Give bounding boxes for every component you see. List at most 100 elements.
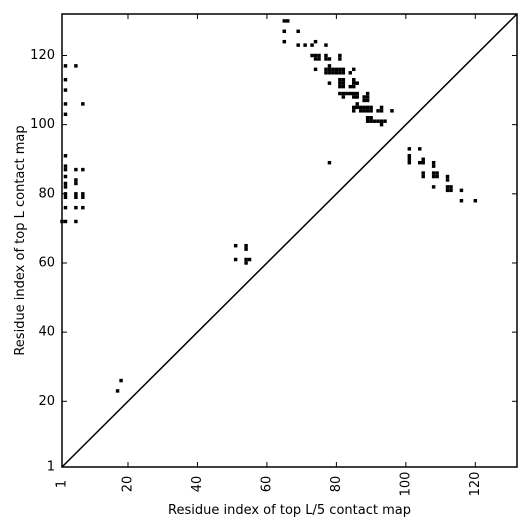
- contact-point: [345, 91, 349, 96]
- contact-point: [355, 95, 359, 99]
- contact-point: [431, 174, 436, 179]
- contact-point: [334, 67, 339, 72]
- y-tick-label: 80: [38, 186, 55, 201]
- contact-point: [81, 205, 85, 210]
- contact-point: [324, 57, 328, 61]
- contact-point: [296, 29, 300, 34]
- contact-point: [431, 171, 436, 175]
- contact-point: [233, 243, 238, 248]
- contact-point: [355, 81, 359, 85]
- contact-point: [365, 98, 370, 103]
- y-tick-label: 1: [47, 460, 55, 475]
- contact-point: [74, 181, 78, 186]
- contact-point: [407, 160, 412, 165]
- points-layer: [60, 19, 478, 393]
- x-tick-label: 40: [190, 476, 205, 493]
- contact-point: [352, 81, 356, 85]
- x-tick-label: 100: [398, 472, 413, 497]
- contact-point: [355, 105, 359, 110]
- contact-point: [338, 71, 342, 75]
- contact-point: [379, 109, 384, 113]
- contact-point: [324, 53, 328, 58]
- x-tick-label: 60: [259, 476, 274, 493]
- contact-point: [352, 95, 356, 99]
- contact-point: [327, 67, 332, 72]
- contact-point: [341, 84, 346, 89]
- contact-point: [449, 188, 453, 193]
- contact-point: [407, 157, 412, 161]
- contact-point: [63, 174, 68, 179]
- contact-point: [74, 178, 78, 182]
- contact-point: [358, 105, 363, 110]
- y-tick-label: 60: [38, 255, 55, 270]
- contact-point: [449, 185, 453, 189]
- contact-point: [362, 98, 366, 103]
- contact-point: [379, 105, 384, 110]
- plot-frame: [61, 13, 518, 468]
- contact-point: [338, 67, 342, 72]
- contact-point: [459, 188, 464, 193]
- contact-point: [362, 105, 366, 110]
- contact-point: [431, 160, 436, 165]
- diagonal-line: [61, 13, 518, 468]
- contact-point: [338, 81, 342, 85]
- contact-point: [244, 247, 248, 251]
- contact-point: [383, 119, 387, 123]
- contact-point: [74, 219, 78, 224]
- contact-point: [355, 102, 359, 106]
- contact-point: [407, 154, 412, 158]
- contact-point: [74, 64, 78, 68]
- contact-point: [358, 109, 363, 113]
- contact-point: [355, 91, 359, 96]
- contact-point: [115, 389, 120, 393]
- y-tick-label: 120: [30, 48, 55, 63]
- contact-point: [313, 39, 318, 44]
- contact-point: [119, 378, 123, 383]
- contact-point: [369, 109, 373, 113]
- contact-point: [445, 174, 450, 179]
- contact-point: [435, 174, 439, 179]
- contact-point: [63, 102, 68, 106]
- contact-point: [352, 91, 356, 96]
- contact-point: [376, 109, 380, 113]
- contact-point: [338, 77, 342, 82]
- contact-point: [282, 29, 287, 34]
- y-tick-label: 100: [30, 117, 55, 132]
- contact-point: [379, 122, 384, 127]
- contact-point: [435, 171, 439, 175]
- contact-point: [341, 77, 346, 82]
- contact-point: [244, 257, 248, 262]
- contact-point: [445, 178, 450, 182]
- contact-point: [244, 243, 248, 248]
- contact-point: [303, 43, 307, 47]
- contact-point: [81, 192, 85, 196]
- contact-point: [63, 185, 68, 189]
- contact-point: [341, 67, 346, 72]
- contact-point: [352, 105, 356, 110]
- contact-point: [63, 164, 68, 168]
- contact-point: [63, 64, 68, 68]
- contact-point: [81, 167, 85, 172]
- contact-point: [313, 57, 318, 61]
- contact-point: [338, 53, 342, 58]
- contact-point: [331, 67, 335, 72]
- contact-point: [282, 39, 287, 44]
- contact-point: [313, 53, 318, 58]
- contact-point: [379, 119, 384, 123]
- contact-point: [362, 109, 366, 113]
- x-tick-label: 120: [468, 472, 483, 497]
- contact-point: [445, 185, 450, 189]
- contact-point: [352, 109, 356, 113]
- x-tick-label: 1: [55, 480, 70, 488]
- contact-point: [348, 91, 353, 96]
- contact-point: [341, 71, 346, 75]
- contact-point: [74, 195, 78, 200]
- contact-point: [348, 84, 353, 89]
- contact-point: [341, 81, 346, 85]
- contact-point: [327, 71, 332, 75]
- x-tick-label: 20: [120, 476, 135, 493]
- contact-point: [81, 102, 85, 106]
- contact-point: [317, 57, 321, 61]
- contact-point: [63, 181, 68, 186]
